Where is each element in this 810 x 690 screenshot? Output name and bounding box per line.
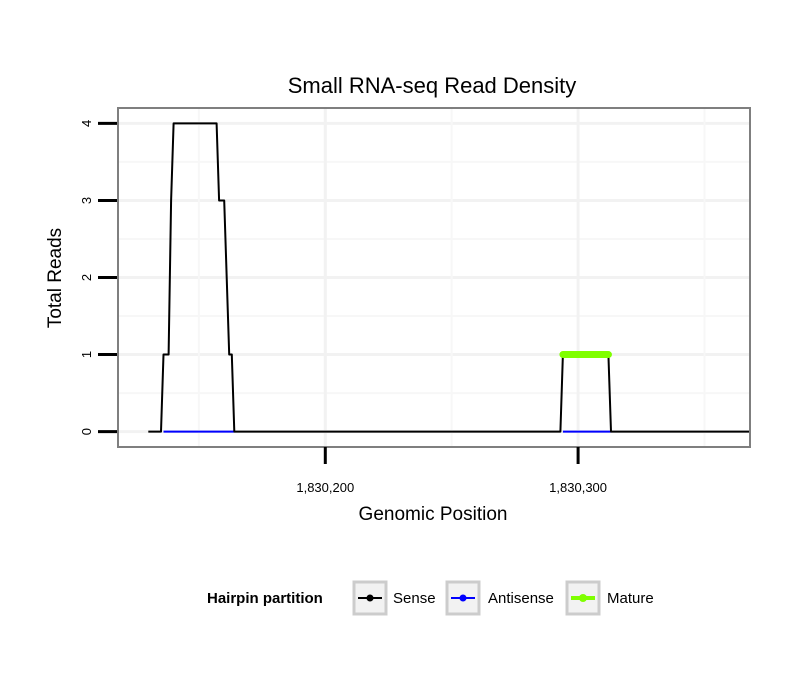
y-tick-label: 1 bbox=[79, 351, 94, 358]
y-tick-label: 4 bbox=[79, 120, 94, 127]
x-tick-label: 1,830,300 bbox=[549, 480, 607, 495]
legend-key-mature bbox=[565, 580, 601, 616]
legend-dot-mature bbox=[579, 594, 587, 602]
x-tick-label: 1,830,200 bbox=[296, 480, 354, 495]
y-tick-label: 3 bbox=[79, 197, 94, 204]
legend: Hairpin partition Sense Antisense Mature bbox=[207, 580, 654, 616]
legend-dot-antisense bbox=[459, 594, 467, 602]
legend-title: Hairpin partition bbox=[207, 590, 323, 607]
legend-label-mature: Mature bbox=[607, 590, 654, 607]
legend-dot-sense bbox=[366, 594, 374, 602]
y-axis-label: Total Reads bbox=[45, 228, 66, 328]
legend-label-antisense: Antisense bbox=[488, 590, 554, 607]
x-axis-label: Genomic Position bbox=[359, 504, 508, 525]
x-axis: 1,830,200 1,830,300 bbox=[296, 447, 607, 495]
plot-area bbox=[148, 122, 750, 433]
chart-title: Small RNA-seq Read Density bbox=[288, 73, 577, 98]
legend-label-sense: Sense bbox=[393, 590, 436, 607]
y-tick-label: 2 bbox=[79, 274, 94, 281]
y-axis: 0 1 2 3 4 bbox=[79, 120, 117, 435]
plot-border bbox=[117, 107, 751, 448]
y-tick-label: 0 bbox=[79, 428, 94, 435]
